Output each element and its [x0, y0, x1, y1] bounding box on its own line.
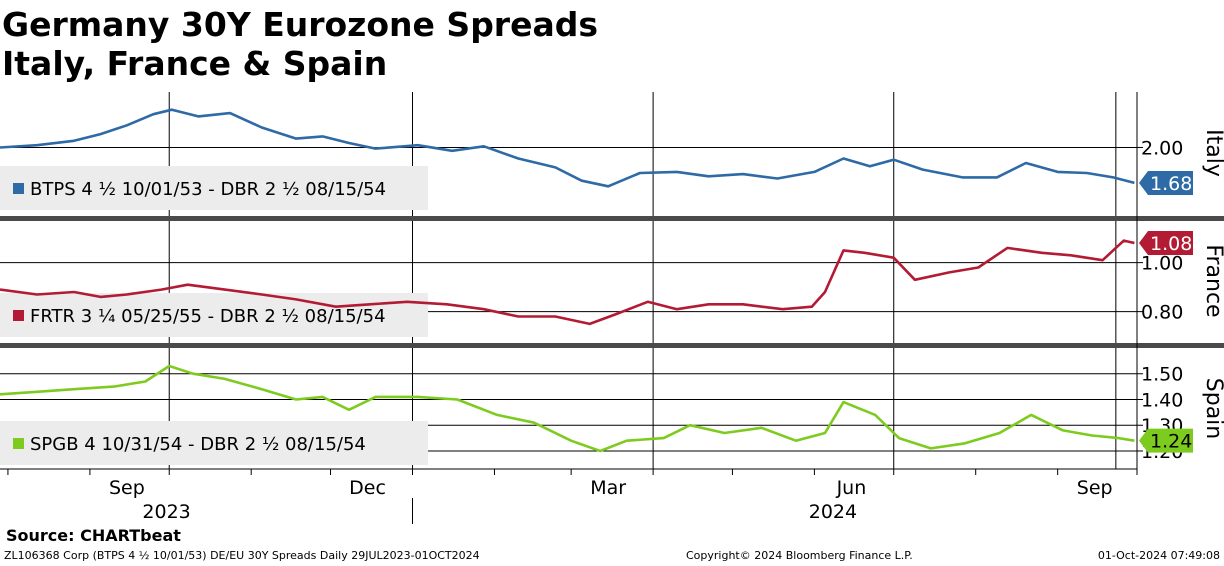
legend-box-spain [0, 421, 428, 465]
panel-separator-0 [0, 216, 1224, 221]
panel-name-italy: Italy [1201, 129, 1224, 177]
last-value-label-spain: 1.24 [1150, 431, 1192, 453]
ytick-label-spain-0: 1.50 [1141, 364, 1183, 386]
legend-label-italy: BTPS 4 ½ 10/01/53 - DBR 2 ½ 08/15/54 [30, 179, 386, 200]
xtick-label-4: Sep [1077, 477, 1113, 499]
xtick-label-1: Dec [349, 477, 386, 499]
year-label-0: 2023 [142, 501, 190, 523]
xtick-label-0: Sep [109, 477, 145, 499]
source-note: Source: CHARTbeat [6, 526, 181, 545]
legend-swatch-italy [13, 183, 24, 194]
year-label-1: 2024 [809, 501, 857, 523]
ytick-label-italy-0: 2.00 [1141, 137, 1183, 159]
panel-name-spain: Spain [1201, 378, 1224, 439]
ytick-label-france-1: 0.80 [1141, 302, 1183, 324]
last-value-tag-italy [1139, 170, 1193, 195]
footer-copyright: Copyright© 2024 Bloomberg Finance L.P. [686, 549, 913, 562]
legend-swatch-spain [13, 438, 24, 449]
series-line-spain [0, 364, 1135, 453]
xtick-label-3: Jun [836, 477, 867, 499]
footer-left: ZL106368 Corp (BTPS 4 ½ 10/01/53) DE/EU … [4, 549, 480, 562]
series-line-france [0, 239, 1135, 326]
legend-label-spain: SPGB 4 10/31/54 - DBR 2 ½ 08/15/54 [30, 434, 366, 455]
footer-timestamp: 01-Oct-2024 07:49:08 [1097, 549, 1220, 562]
chart-title-line1: Germany 30Y Eurozone Spreads [2, 5, 598, 44]
legend-swatch-france [13, 310, 24, 321]
last-value-tag-spain [1139, 428, 1193, 453]
last-value-tag-france [1139, 231, 1193, 256]
xtick-label-2: Mar [590, 477, 626, 499]
ytick-label-france-0: 1.00 [1141, 253, 1183, 275]
chart-title-line2: Italy, France & Spain [2, 44, 388, 83]
last-value-label-italy: 1.68 [1150, 173, 1192, 195]
panel-name-france: France [1201, 244, 1224, 317]
legend-box-italy [0, 166, 428, 210]
series-line-italy [0, 108, 1135, 188]
ytick-label-spain-1: 1.40 [1141, 389, 1183, 411]
last-value-label-france: 1.08 [1150, 233, 1192, 255]
panel-separator-1 [0, 343, 1224, 348]
legend-label-france: FRTR 3 ¼ 05/25/55 - DBR 2 ½ 08/15/54 [30, 306, 386, 327]
legend-box-france [0, 293, 428, 337]
